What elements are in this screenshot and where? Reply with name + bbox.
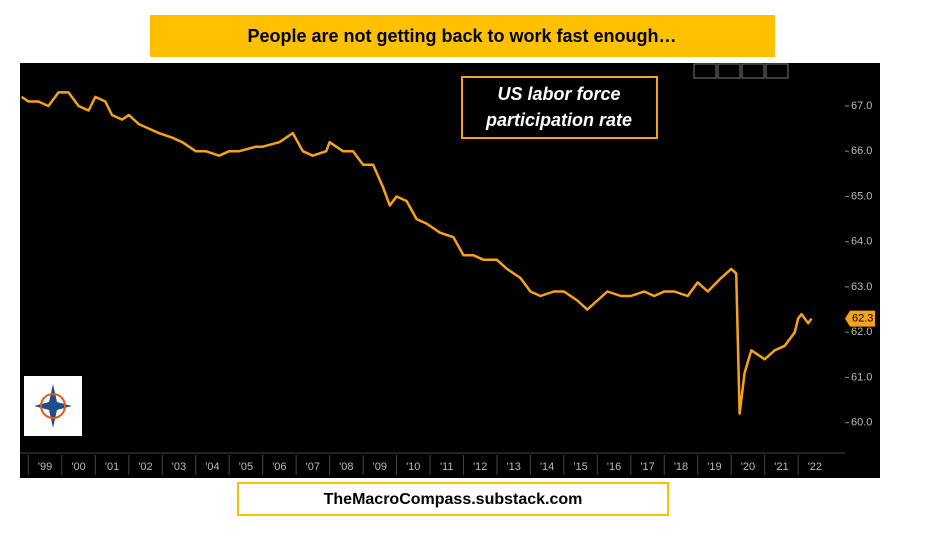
annotation: participation rate	[485, 110, 632, 130]
x-tick-label: '02	[138, 461, 152, 473]
y-tick-label: 65.0	[851, 190, 872, 202]
x-tick-label: '09	[373, 461, 387, 473]
tool-button[interactable]	[693, 63, 717, 79]
x-tick-label: '05	[239, 461, 253, 473]
tool-button[interactable]	[717, 63, 741, 79]
x-tick-label: '06	[272, 461, 286, 473]
y-tick-label: 62.0	[851, 326, 872, 338]
x-tick-label: '01	[105, 461, 119, 473]
annotation-box	[461, 76, 658, 139]
plot-background	[20, 63, 880, 478]
y-tick-label: 67.0	[851, 100, 872, 112]
x-tick-label: '15	[573, 461, 587, 473]
x-tick-label: '17	[640, 461, 654, 473]
title-box	[150, 15, 775, 57]
source-box	[237, 482, 669, 516]
x-tick-label: '22	[808, 461, 822, 473]
y-tick-label: 64.0	[851, 236, 872, 248]
x-tick-label: '08	[339, 461, 353, 473]
chart-title: People are not getting back to work fast…	[247, 26, 676, 46]
tool-button[interactable]	[741, 63, 765, 79]
toolbar	[693, 63, 789, 79]
x-tick-label: '99	[38, 461, 52, 473]
x-tick-label: '10	[406, 461, 420, 473]
x-tick-label: '19	[707, 461, 721, 473]
tool-button[interactable]	[765, 63, 789, 79]
x-tick-label: '20	[741, 461, 755, 473]
y-tick-label: 63.0	[851, 281, 872, 293]
line	[20, 91, 813, 415]
x-tick-label: '13	[506, 461, 520, 473]
y-tick-label: 66.0	[851, 145, 872, 157]
x-tick-label: '07	[306, 461, 320, 473]
x-tick-label: '00	[71, 461, 85, 473]
last-value-tag	[845, 310, 875, 327]
x-tick-label: '16	[607, 461, 621, 473]
x-tick-label: '03	[172, 461, 186, 473]
x-tick-label: '18	[674, 461, 688, 473]
logo	[24, 376, 82, 436]
last-value-label: 62.3	[852, 313, 873, 325]
x-tick-label: '12	[473, 461, 487, 473]
source: TheMacroCompass.substack.com	[324, 491, 583, 508]
y-tick-label: 60.0	[851, 417, 872, 429]
x-tick-label: '14	[540, 461, 554, 473]
x-tick-label: '21	[774, 461, 788, 473]
x-tick-label: '04	[205, 461, 219, 473]
y-tick-label: 61.0	[851, 371, 872, 383]
x-tick-label: '11	[440, 461, 454, 473]
annotation: US labor force	[497, 84, 620, 104]
